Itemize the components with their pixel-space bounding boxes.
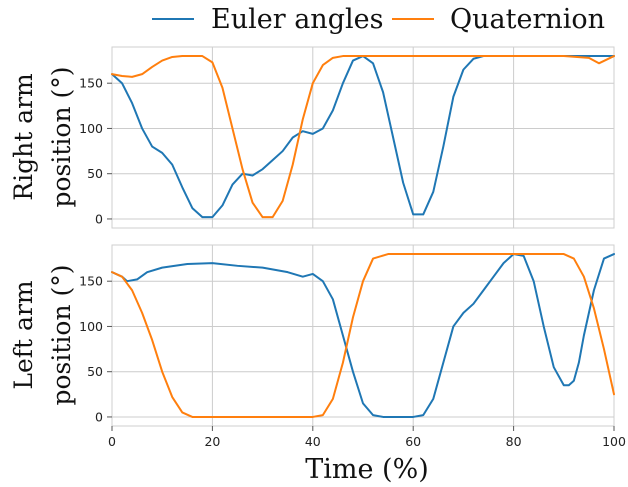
- left-arm-ylabel-line1: Left arm: [9, 280, 38, 389]
- right-arm-y-tick-label-2: 100: [79, 121, 103, 136]
- x-tick-label-1: 20: [204, 434, 220, 449]
- right-arm-y-tick-label-1: 50: [87, 166, 103, 181]
- x-ticks: 0 20 40 60 80 100: [108, 426, 626, 449]
- x-tick-label-2: 40: [305, 434, 321, 449]
- right-arm-y-ticks: 0 50 100 150: [79, 76, 112, 226]
- left-arm-y-tick-label-0: 0: [95, 409, 103, 424]
- left-arm-y-ticks: 0 50 100 150: [79, 274, 112, 424]
- right-arm-grid: [111, 47, 615, 228]
- right-arm-panel: 0 50 100 150 Right arm position (°): [9, 46, 615, 229]
- legend-euler-label: Euler angles: [211, 4, 383, 35]
- right-arm-quaternion-line: [111, 55, 615, 219]
- left-arm-frame: [111, 244, 615, 427]
- left-arm-series: [111, 253, 615, 418]
- left-arm-euler-angles-line: [111, 253, 615, 418]
- x-tick-label-0: 0: [108, 434, 116, 449]
- x-tick-label-5: 100: [602, 434, 626, 449]
- right-arm-ylabel-line1: Right arm: [9, 73, 38, 201]
- right-arm-frame: [111, 46, 615, 229]
- x-tick-label-3: 60: [405, 434, 421, 449]
- x-tick-label-4: 80: [506, 434, 522, 449]
- left-arm-grid: [111, 245, 615, 426]
- right-arm-y-tick-label-0: 0: [95, 211, 103, 226]
- legend: Euler angles Quaternion: [152, 4, 605, 35]
- left-arm-y-tick-label-1: 50: [87, 364, 103, 379]
- right-arm-euler-angles-line: [111, 55, 615, 219]
- right-arm-series: [111, 55, 615, 219]
- left-arm-panel: 0 50 100 150 Left arm position (°): [9, 244, 615, 427]
- right-arm-ylabel-line2: position (°): [47, 66, 76, 207]
- left-arm-y-tick-label-2: 100: [79, 319, 103, 334]
- right-arm-y-tick-label-3: 150: [79, 76, 103, 91]
- left-arm-y-tick-label-3: 150: [79, 274, 103, 289]
- legend-quaternion-label: Quaternion: [450, 4, 605, 35]
- left-arm-quaternion-line: [111, 253, 615, 418]
- x-axis-label: Time (%): [305, 454, 429, 485]
- left-arm-ylabel-line2: position (°): [47, 264, 76, 405]
